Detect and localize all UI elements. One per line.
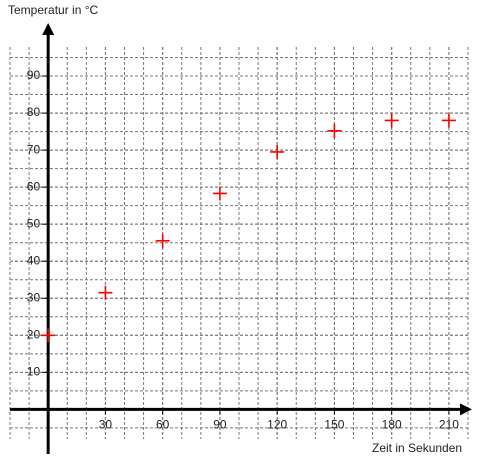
y-tick-label: 40 (27, 253, 41, 267)
point (327, 123, 342, 138)
x-tick-label: 120 (267, 418, 287, 432)
y-tick-label: 60 (27, 179, 41, 193)
y-tick-label: 30 (27, 290, 41, 304)
x-tick-label: 30 (99, 418, 113, 432)
y-tick-label: 70 (27, 142, 41, 156)
point (41, 328, 56, 343)
y-tick-label: 50 (27, 216, 41, 230)
y-tick-label: 80 (27, 105, 41, 119)
x-axis-label: Zeit in Sekunden (372, 441, 462, 455)
x-axis-arrow (460, 403, 472, 416)
point (155, 233, 170, 248)
y-tick-label: 10 (27, 365, 41, 379)
y-tick-label: 20 (27, 327, 41, 341)
x-tick-label: 60 (156, 418, 170, 432)
x-tick-label: 150 (324, 418, 344, 432)
x-tick-label: 90 (213, 418, 227, 432)
point (441, 113, 456, 128)
y-tick-label: 90 (27, 68, 41, 82)
point (98, 285, 113, 300)
point (270, 144, 285, 159)
point (384, 113, 399, 128)
y-axis-arrow (42, 23, 55, 35)
x-tick-label: 180 (382, 418, 402, 432)
y-axis-label: Temperatur in °C (8, 3, 98, 17)
point (212, 186, 227, 201)
x-tick-label: 210 (439, 418, 459, 432)
